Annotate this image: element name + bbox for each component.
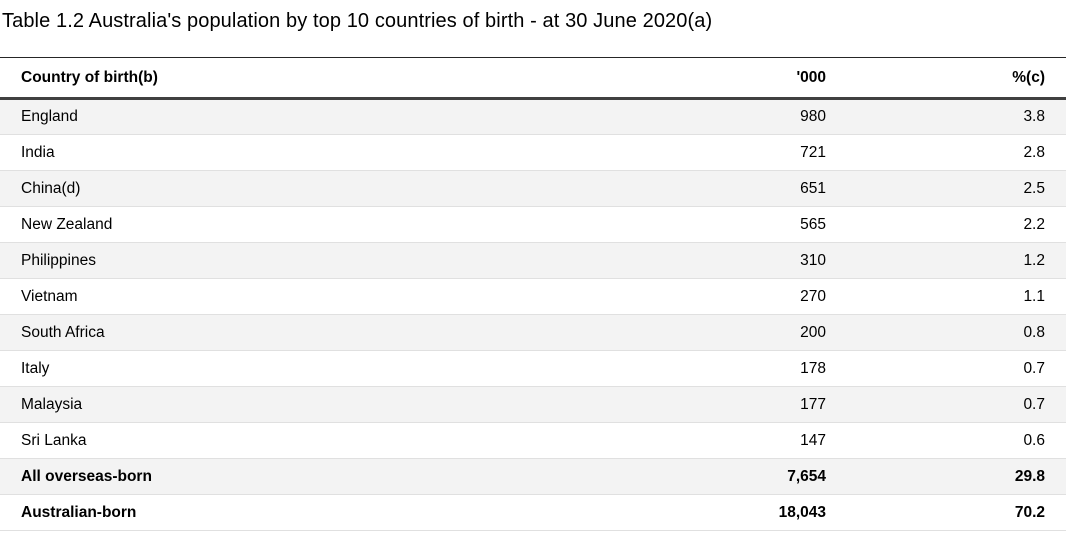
country-cell: Italy xyxy=(21,359,50,377)
table-row: Malaysia 177 0.7 xyxy=(0,386,1066,423)
table-row: India 721 2.8 xyxy=(0,135,1066,171)
population-table: Country of birth(b) '000 %(c) England 980… xyxy=(0,57,1066,531)
thousands-cell: 178 xyxy=(800,359,826,377)
table-row: Philippines 310 1.2 xyxy=(0,242,1066,279)
country-cell: Malaysia xyxy=(21,395,83,413)
percent-cell: 2.8 xyxy=(1023,143,1045,161)
table-row: England 980 3.8 xyxy=(0,98,1066,135)
summary-row: Australian-born 18,043 70.2 xyxy=(0,495,1066,531)
summary-row: All overseas-born 7,654 29.8 xyxy=(0,458,1066,495)
thousands-cell: 310 xyxy=(800,251,826,269)
col-header-percent: %(c) xyxy=(826,57,1066,100)
thousands-cell: 147 xyxy=(800,431,826,449)
header-row: Country of birth(b) '000 %(c) xyxy=(0,57,1066,100)
page-root: Table 1.2 Australia's population by top … xyxy=(0,6,1066,531)
percent-cell: 70.2 xyxy=(1014,503,1045,521)
table-row: South Africa 200 0.8 xyxy=(0,314,1066,351)
percent-cell: 0.7 xyxy=(1023,395,1045,413)
thousands-cell: 651 xyxy=(800,179,826,197)
table-header: Country of birth(b) '000 %(c) xyxy=(0,57,1066,100)
thousands-cell: 18,043 xyxy=(778,503,826,521)
col-header-country-of-birth: Country of birth(b) xyxy=(0,57,581,100)
thousands-cell: 980 xyxy=(800,108,826,125)
percent-cell: 1.2 xyxy=(1023,251,1045,269)
percent-cell: 0.6 xyxy=(1023,431,1045,449)
percent-cell: 0.8 xyxy=(1023,323,1045,341)
table-title: Table 1.2 Australia's population by top … xyxy=(2,10,713,32)
percent-cell: 29.8 xyxy=(1014,467,1045,485)
country-cell: Philippines xyxy=(21,251,96,269)
country-cell: Australian-born xyxy=(21,503,137,521)
table-row: China(d) 651 2.5 xyxy=(0,170,1066,207)
country-cell: New Zealand xyxy=(21,215,113,233)
percent-cell: 3.8 xyxy=(1023,108,1045,125)
table-row: Sri Lanka 147 0.6 xyxy=(0,423,1066,459)
country-cell: South Africa xyxy=(21,323,105,341)
percent-cell: 2.2 xyxy=(1023,215,1045,233)
thousands-cell: 721 xyxy=(800,143,826,161)
percent-cell: 1.1 xyxy=(1023,287,1045,305)
thousands-cell: 7,654 xyxy=(787,467,826,485)
country-cell: China(d) xyxy=(21,179,81,197)
country-cell: Vietnam xyxy=(21,287,78,305)
country-cell: Sri Lanka xyxy=(21,431,87,449)
country-cell: India xyxy=(21,143,55,161)
percent-cell: 2.5 xyxy=(1023,179,1045,197)
percent-cell: 0.7 xyxy=(1023,359,1045,377)
thousands-cell: 177 xyxy=(800,395,826,413)
country-cell: All overseas-born xyxy=(21,467,152,485)
col-header-thousands: '000 xyxy=(581,57,826,100)
thousands-cell: 565 xyxy=(800,215,826,233)
table-row: New Zealand 565 2.2 xyxy=(0,207,1066,243)
thousands-cell: 200 xyxy=(800,323,826,341)
table-row: Vietnam 270 1.1 xyxy=(0,279,1066,315)
country-cell: England xyxy=(21,108,78,125)
thousands-cell: 270 xyxy=(800,287,826,305)
table-body: England 980 3.8 India 721 2.8 China(d) 651 2.5 Ne… xyxy=(0,98,1066,531)
table-row: Italy 178 0.7 xyxy=(0,351,1066,387)
